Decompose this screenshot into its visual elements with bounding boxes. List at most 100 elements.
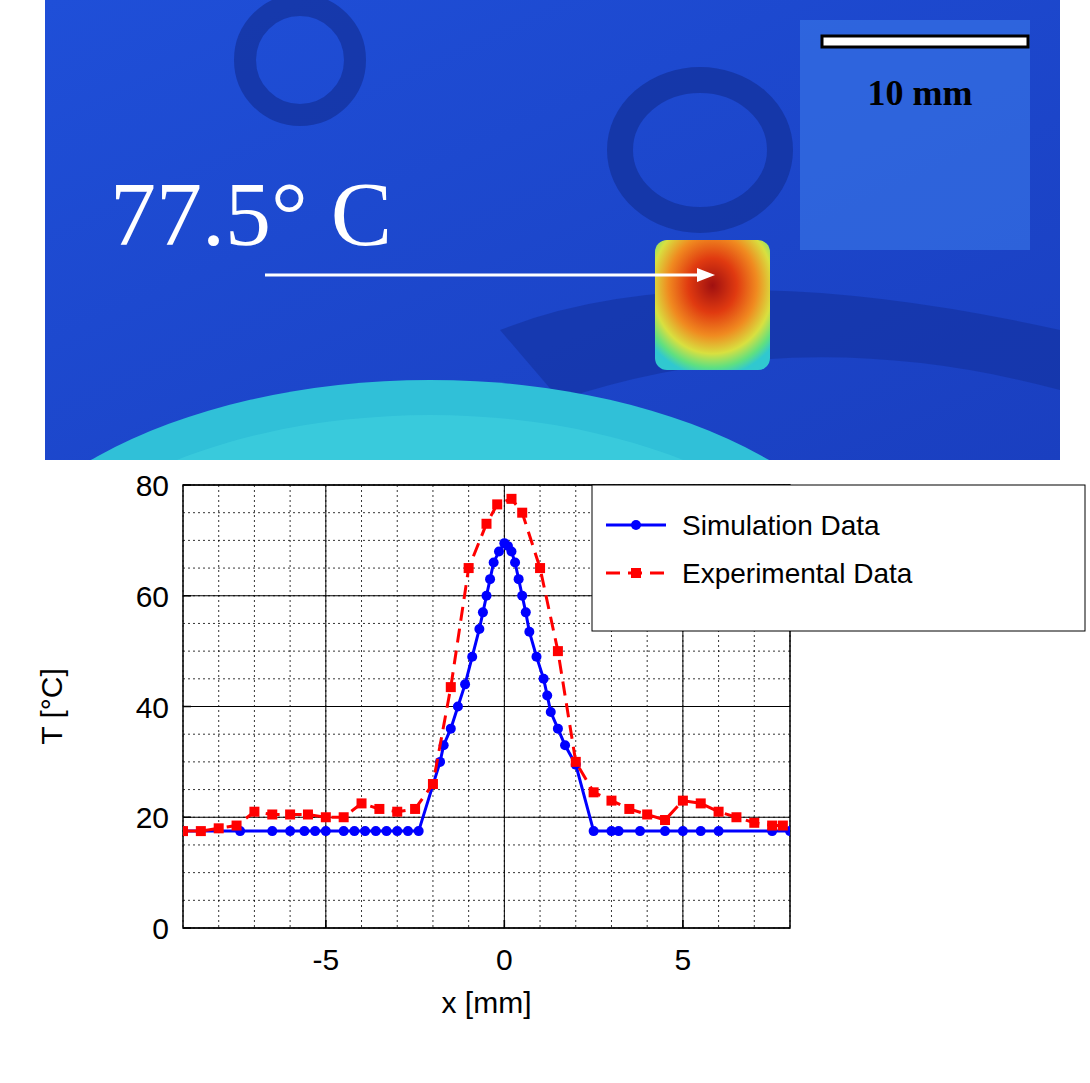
point: [249, 807, 259, 817]
point: [485, 574, 495, 584]
point: [589, 826, 599, 836]
tick: [504, 920, 506, 928]
minor-grid: [183, 706, 790, 707]
point: [494, 546, 504, 556]
point: [553, 724, 563, 734]
point: [714, 826, 724, 836]
point: [678, 796, 688, 806]
tick-label: 5: [675, 943, 692, 976]
point: [446, 682, 456, 692]
legend-box: [592, 485, 1085, 631]
point: [374, 804, 384, 814]
minor-grid: [183, 734, 790, 735]
tick-label: 40: [136, 691, 169, 724]
tick-label: 60: [136, 580, 169, 613]
point: [285, 809, 295, 819]
point: [371, 826, 381, 836]
point: [531, 652, 541, 662]
tick: [682, 920, 684, 928]
light-block: [800, 20, 1030, 250]
point: [299, 826, 309, 836]
point: [382, 826, 392, 836]
point: [321, 826, 331, 836]
point: [339, 826, 349, 836]
tick: [183, 595, 191, 597]
arrow-head: [697, 268, 715, 282]
point: [349, 826, 359, 836]
point: [414, 826, 424, 836]
point: [267, 809, 277, 819]
point: [446, 724, 456, 734]
tick-label: -5: [312, 943, 339, 976]
point: [183, 826, 188, 836]
tick: [325, 920, 327, 928]
point: [506, 494, 516, 504]
point: [403, 826, 413, 836]
point: [517, 591, 527, 601]
minor-grid: [183, 900, 790, 901]
legend-label: Simulation Data: [682, 510, 880, 541]
dark-ring: [620, 80, 780, 220]
point: [467, 652, 477, 662]
tick: [183, 927, 191, 929]
legend: Simulation Data Experimental Data: [592, 485, 1085, 631]
point: [464, 563, 474, 573]
point: [749, 818, 759, 828]
point: [542, 690, 552, 700]
minor-grid: [183, 761, 790, 762]
grid-line: [183, 706, 790, 707]
tick: [183, 817, 191, 819]
point: [696, 826, 706, 836]
axis-title: T [°C]: [35, 668, 68, 744]
minor-grid: [183, 678, 790, 679]
point: [482, 591, 492, 601]
axis-title: x [mm]: [442, 986, 532, 1019]
point: [267, 826, 277, 836]
minor-grid: [183, 651, 790, 652]
point: [492, 499, 502, 509]
temperature-label: 77.5° C: [110, 163, 392, 265]
tick-label: 20: [136, 801, 169, 834]
point: [539, 674, 549, 684]
legend-marker: [631, 568, 641, 578]
tick-label: 0: [152, 912, 169, 945]
hot-spot: [655, 240, 770, 370]
thermal-image: [45, 0, 1060, 460]
scale-label: 10 mm: [868, 73, 973, 113]
dark-ring: [245, 5, 355, 115]
point: [514, 574, 524, 584]
point: [714, 807, 724, 817]
point: [214, 823, 224, 833]
point: [696, 798, 706, 808]
cyan-region: [45, 380, 900, 460]
point: [624, 804, 634, 814]
legend-label: Experimental Data: [682, 558, 913, 589]
point: [606, 796, 616, 806]
minor-grid: [183, 872, 790, 873]
arrow-shaft: [265, 274, 705, 277]
point: [517, 508, 527, 518]
point: [478, 607, 488, 617]
point: [196, 826, 206, 836]
point: [642, 809, 652, 819]
point: [589, 787, 599, 797]
point: [553, 646, 563, 656]
point: [778, 821, 788, 831]
point: [339, 812, 349, 822]
point: [660, 815, 670, 825]
tick-label: 0: [496, 943, 513, 976]
scale-bar: [822, 36, 1028, 47]
point: [460, 679, 470, 689]
point: [474, 624, 484, 634]
point: [183, 826, 188, 836]
minor-grid: [183, 844, 790, 845]
cyan-region: [45, 415, 860, 460]
point: [535, 563, 545, 573]
point: [428, 779, 438, 789]
point: [392, 807, 402, 817]
point: [731, 812, 741, 822]
point: [506, 546, 516, 556]
point: [482, 519, 492, 529]
point: [410, 804, 420, 814]
point: [767, 821, 777, 831]
